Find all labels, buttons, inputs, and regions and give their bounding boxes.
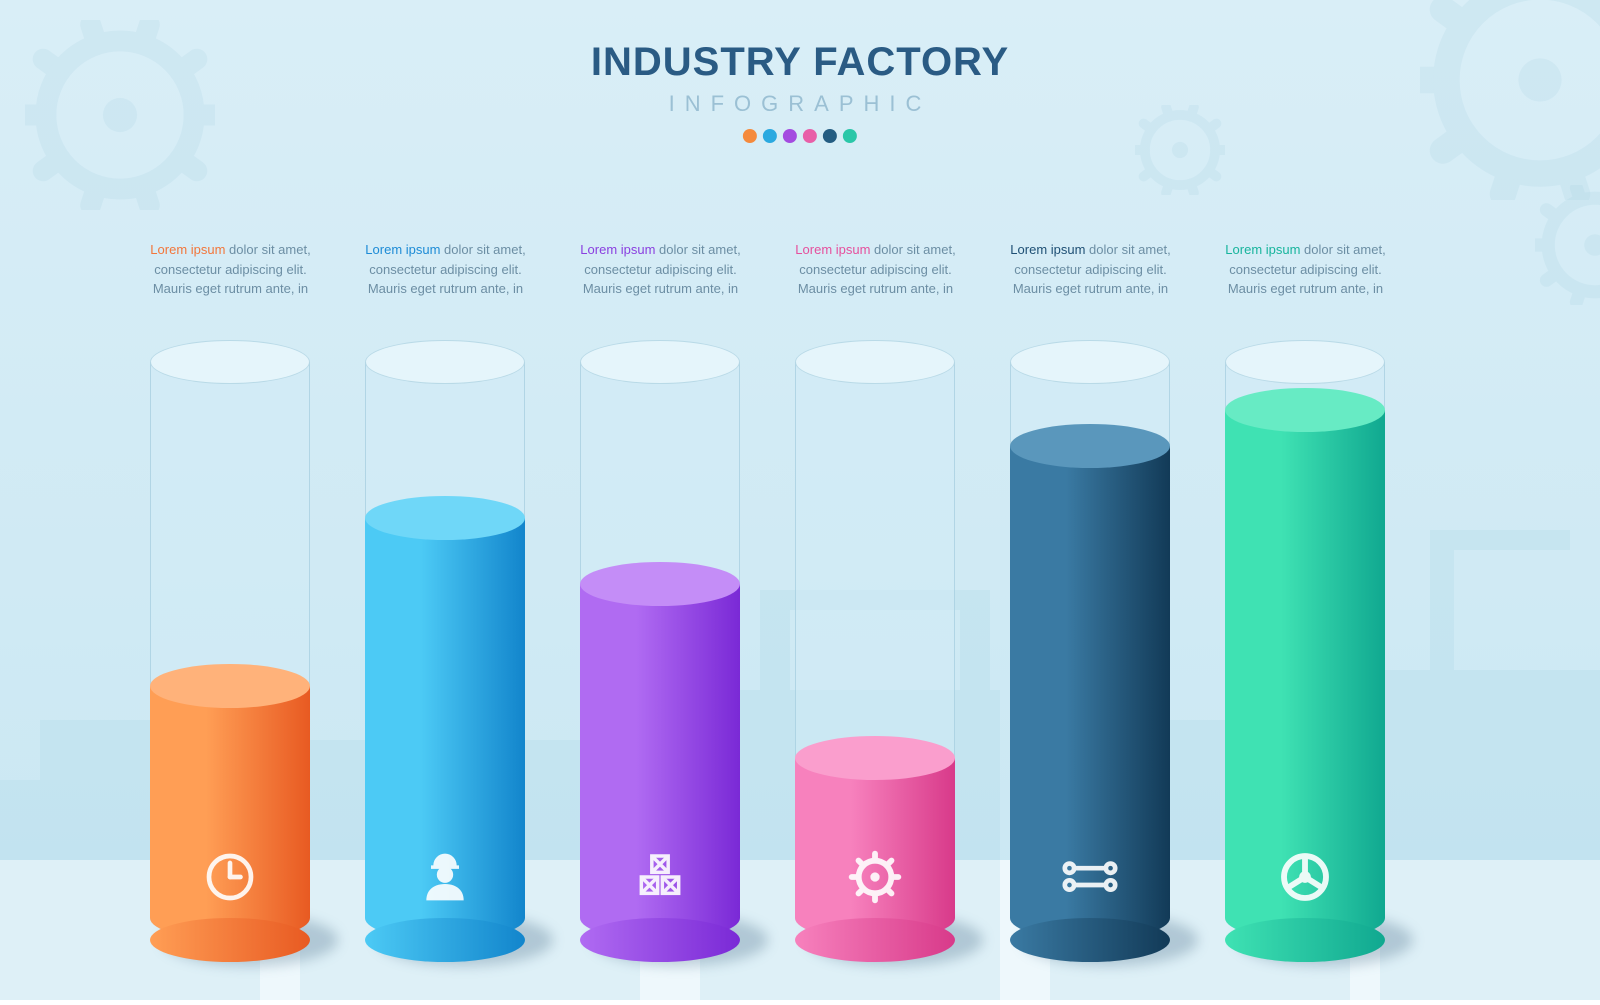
column-description: Lorem ipsum dolor sit amet, consectetur … <box>1008 240 1173 299</box>
column-description: Lorem ipsum dolor sit amet, consectetur … <box>793 240 958 299</box>
column-description: Lorem ipsum dolor sit amet, consectetur … <box>578 240 743 299</box>
legend-dot <box>803 129 817 143</box>
boxes-icon <box>627 844 693 910</box>
background-gear-icon <box>1535 185 1600 305</box>
background-gear-icon <box>1420 0 1600 200</box>
description-lead: Lorem ipsum <box>1225 242 1300 257</box>
background-gear-icon <box>1135 105 1225 195</box>
legend-dot <box>763 129 777 143</box>
steering-icon <box>1272 844 1338 910</box>
legend-dot <box>743 129 757 143</box>
column-description: Lorem ipsum dolor sit amet, consectetur … <box>1223 240 1388 299</box>
column-description: Lorem ipsum dolor sit amet, consectetur … <box>148 240 313 299</box>
description-lead: Lorem ipsum <box>795 242 870 257</box>
description-lead: Lorem ipsum <box>365 242 440 257</box>
clock-icon <box>197 844 263 910</box>
page-subtitle: INFOGRAPHIC <box>591 91 1009 117</box>
legend-dot <box>783 129 797 143</box>
gear-icon <box>842 844 908 910</box>
column-description: Lorem ipsum dolor sit amet, consectetur … <box>363 240 528 299</box>
legend-dot <box>823 129 837 143</box>
page-title: INDUSTRY FACTORY <box>591 40 1009 85</box>
description-lead: Lorem ipsum <box>580 242 655 257</box>
worker-icon <box>412 844 478 910</box>
wrenches-icon <box>1057 844 1123 910</box>
description-lead: Lorem ipsum <box>1010 242 1085 257</box>
title-block: INDUSTRY FACTORY INFOGRAPHIC <box>591 40 1009 143</box>
color-dot-row <box>591 129 1009 143</box>
legend-dot <box>843 129 857 143</box>
background-gear-icon <box>25 20 215 210</box>
description-lead: Lorem ipsum <box>150 242 225 257</box>
